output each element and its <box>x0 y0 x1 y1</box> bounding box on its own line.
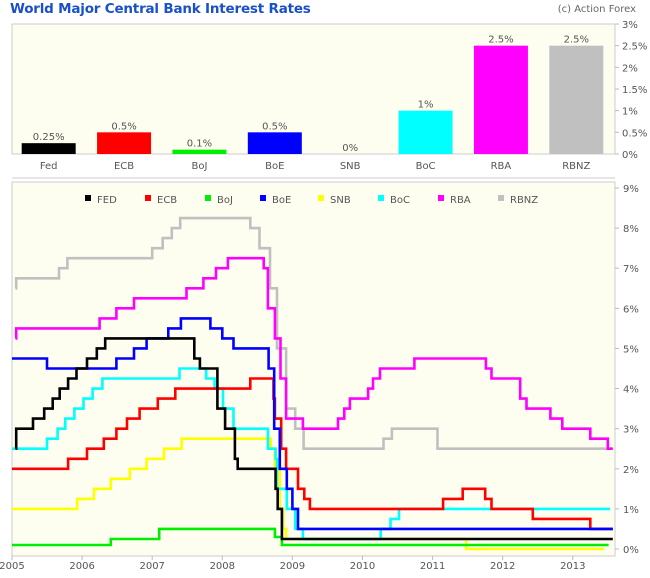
page-title: World Major Central Bank Interest Rates <box>10 1 311 17</box>
legend-label-ecb: ECB <box>157 195 177 206</box>
bar-category-label: RBA <box>491 161 512 172</box>
series-line-boc <box>12 367 610 541</box>
line-y-tick-label: 7% <box>623 264 639 275</box>
legend-swatch-ecb <box>145 195 151 201</box>
bar-rba <box>473 45 528 154</box>
bar-y-tick-label: 1% <box>622 107 638 118</box>
bar-boc <box>398 110 453 154</box>
line-x-tick-label: 2007 <box>139 561 164 572</box>
bar-data-label: 2.5% <box>564 35 589 46</box>
legend-label-fed: FED <box>97 195 117 206</box>
line-x-tick-label: 2011 <box>420 561 445 572</box>
line-x-tick-label: 2006 <box>69 561 94 572</box>
series-line-boe <box>12 317 613 531</box>
line-x-tick-label: 2010 <box>350 561 375 572</box>
bar-data-label: 0.5% <box>262 121 287 132</box>
series-line-boj <box>12 527 609 547</box>
bar-y-tick-label: 3% <box>622 20 638 31</box>
bar-data-label: 0% <box>342 143 358 154</box>
legend-swatch-snb <box>318 195 324 201</box>
series-line-rbnz <box>14 216 613 450</box>
legend-swatch-boe <box>260 195 266 201</box>
bar-boj <box>172 149 227 154</box>
line-y-tick-label: 6% <box>623 304 639 315</box>
bar-y-tick-label: 0.5% <box>622 128 647 139</box>
bar-category-label: ECB <box>114 161 134 172</box>
line-y-tick-label: 1% <box>623 505 639 516</box>
bar-category-label: SNB <box>340 161 361 172</box>
bar-y-tick-label: 2% <box>622 63 638 74</box>
bar-y-tick-label: 0% <box>622 150 638 161</box>
series-line-fed <box>14 337 613 541</box>
bar-category-label: BoE <box>265 161 284 172</box>
bar-data-label: 0.1% <box>187 139 212 150</box>
line-x-tick-label: 2005 <box>0 561 25 572</box>
series-line-snb <box>12 437 605 551</box>
line-x-tick-label: 2013 <box>560 561 585 572</box>
line-y-tick-label: 8% <box>623 224 639 235</box>
line-y-tick-label: 0% <box>623 545 639 556</box>
bar-category-label: BoJ <box>191 161 207 172</box>
legend-label-rba: RBA <box>450 195 471 206</box>
legend-swatch-fed <box>85 195 91 201</box>
bar-boe <box>247 132 302 154</box>
bar-category-label: RBNZ <box>562 161 590 172</box>
legend-label-boj: BoJ <box>217 195 233 206</box>
bar-data-label: 2.5% <box>488 35 513 46</box>
legend-swatch-rbnz <box>498 195 504 201</box>
line-y-tick-label: 5% <box>623 344 639 355</box>
bar-y-tick-label: 2.5% <box>622 42 647 53</box>
legend-swatch-boc <box>378 195 384 201</box>
line-x-tick-label: 2009 <box>280 561 305 572</box>
legend-label-boc: BoC <box>390 195 410 206</box>
bar-data-label: 0.25% <box>33 132 65 143</box>
line-y-tick-label: 9% <box>623 184 639 195</box>
line-y-tick-label: 4% <box>623 385 639 396</box>
series-line-ecb <box>12 377 613 531</box>
line-x-tick-label: 2012 <box>490 561 515 572</box>
line-x-tick-label: 2008 <box>210 561 235 572</box>
series-line-rba <box>14 256 613 450</box>
legend-label-rbnz: RBNZ <box>510 195 538 206</box>
bar-data-label: 1% <box>418 100 434 111</box>
bar-ecb <box>97 132 152 154</box>
legend-label-snb: SNB <box>330 195 351 206</box>
bar-data-label: 0.5% <box>111 121 136 132</box>
bar-category-label: BoC <box>416 161 436 172</box>
line-y-tick-label: 2% <box>623 465 639 476</box>
line-y-tick-label: 3% <box>623 425 639 436</box>
bar-rbnz <box>549 45 604 154</box>
bar-fed <box>21 143 76 154</box>
legend-swatch-rba <box>438 195 444 201</box>
legend-label-boe: BoE <box>272 195 291 206</box>
bar-y-tick-label: 1.5% <box>622 85 647 96</box>
bar-category-label: Fed <box>40 161 58 172</box>
legend-swatch-boj <box>205 195 211 201</box>
credit-text: (c) Action Forex <box>557 4 636 15</box>
